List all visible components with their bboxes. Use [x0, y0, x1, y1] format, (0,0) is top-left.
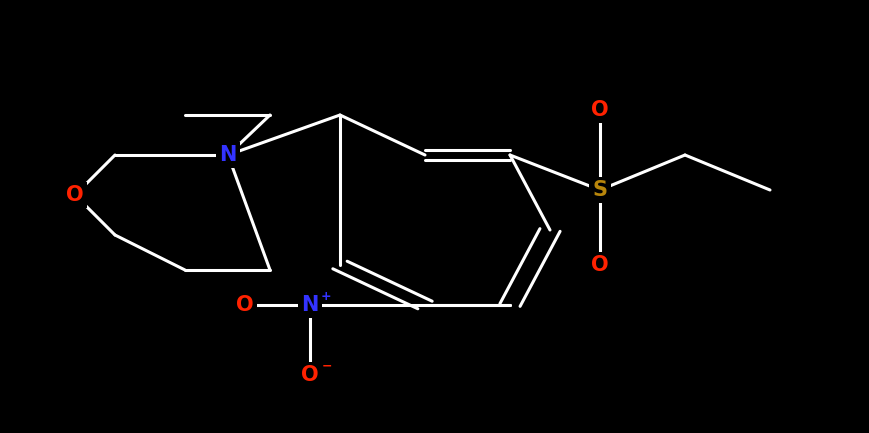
Text: N: N — [302, 295, 319, 315]
Text: −: − — [322, 360, 333, 373]
Text: S: S — [593, 180, 607, 200]
Text: O: O — [236, 295, 254, 315]
Text: +: + — [321, 290, 331, 303]
Text: N: N — [219, 145, 236, 165]
Text: O: O — [302, 365, 319, 385]
Text: O: O — [66, 185, 83, 205]
Text: O: O — [591, 255, 609, 275]
Text: O: O — [591, 100, 609, 120]
